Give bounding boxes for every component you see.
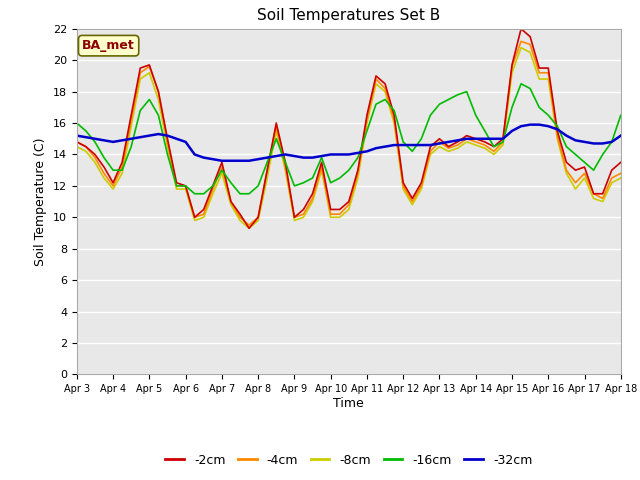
-8cm: [73, 144, 81, 149]
Line: -4cm: -4cm: [77, 41, 621, 225]
-16cm: [408, 148, 416, 154]
-32cm: [617, 133, 625, 139]
-4cm: [563, 168, 570, 173]
-16cm: [73, 120, 81, 126]
Line: -2cm: -2cm: [77, 29, 621, 228]
-8cm: [182, 186, 189, 192]
Line: -16cm: -16cm: [77, 84, 621, 194]
-2cm: [245, 226, 253, 231]
-2cm: [617, 159, 625, 165]
-8cm: [617, 175, 625, 181]
-32cm: [372, 145, 380, 151]
-4cm: [273, 123, 280, 129]
-2cm: [182, 183, 189, 189]
-16cm: [273, 136, 280, 142]
-32cm: [200, 155, 207, 160]
-4cm: [73, 139, 81, 145]
-4cm: [200, 211, 207, 217]
-16cm: [209, 183, 216, 189]
X-axis label: Time: Time: [333, 397, 364, 410]
-32cm: [73, 133, 81, 139]
-32cm: [218, 158, 226, 164]
-8cm: [273, 128, 280, 134]
-8cm: [372, 81, 380, 87]
-4cm: [182, 183, 189, 189]
-32cm: [563, 133, 570, 139]
-4cm: [617, 170, 625, 176]
Legend: -2cm, -4cm, -8cm, -16cm, -32cm: -2cm, -4cm, -8cm, -16cm, -32cm: [160, 449, 538, 472]
-2cm: [372, 73, 380, 79]
-16cm: [182, 183, 189, 189]
Title: Soil Temperatures Set B: Soil Temperatures Set B: [257, 9, 440, 24]
-32cm: [273, 153, 280, 159]
-16cm: [191, 191, 198, 197]
-32cm: [526, 122, 534, 128]
-8cm: [200, 215, 207, 220]
-32cm: [408, 142, 416, 148]
-16cm: [372, 101, 380, 107]
-4cm: [517, 38, 525, 44]
-4cm: [372, 76, 380, 82]
-2cm: [563, 159, 570, 165]
-16cm: [563, 144, 570, 149]
Y-axis label: Soil Temperature (C): Soil Temperature (C): [35, 137, 47, 266]
-2cm: [408, 195, 416, 201]
Text: BA_met: BA_met: [82, 39, 135, 52]
-8cm: [563, 170, 570, 176]
-8cm: [408, 202, 416, 208]
Line: -8cm: -8cm: [77, 48, 621, 228]
-8cm: [245, 226, 253, 231]
Line: -32cm: -32cm: [77, 125, 621, 161]
-8cm: [517, 45, 525, 50]
-2cm: [200, 206, 207, 212]
-16cm: [617, 112, 625, 118]
-2cm: [273, 120, 280, 126]
-32cm: [182, 139, 189, 145]
-16cm: [517, 81, 525, 87]
-2cm: [517, 26, 525, 32]
-4cm: [245, 222, 253, 228]
-4cm: [408, 199, 416, 204]
-2cm: [73, 139, 81, 145]
